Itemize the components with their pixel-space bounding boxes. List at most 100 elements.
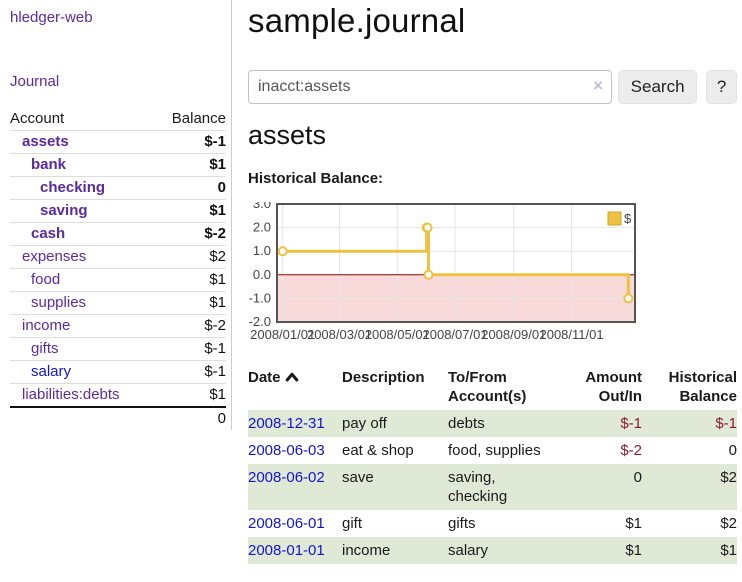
account-row: supplies $1 xyxy=(10,291,226,315)
transaction-date-link[interactable]: 2008-06-01 xyxy=(248,515,325,532)
column-header-amount: Amount Out/In xyxy=(585,369,642,405)
sidebar: hledger-web Journal Account Balance asse… xyxy=(0,0,232,430)
account-row: expenses $2 xyxy=(10,245,226,269)
sidebar-account-balance: $1 xyxy=(154,291,226,315)
y-tick-label: 2.0 xyxy=(253,220,271,235)
account-row: checking 0 xyxy=(10,176,226,200)
sidebar-account-balance: $1 xyxy=(154,383,226,408)
transaction-description: eat & shop xyxy=(342,442,414,459)
column-header-balance: Historical Balance xyxy=(668,369,737,405)
transaction-description: gift xyxy=(342,515,363,532)
transaction-amount: $-1 xyxy=(565,410,642,437)
legend-swatch xyxy=(607,211,622,226)
search-button[interactable]: Search xyxy=(618,70,698,104)
transaction-row: 2008-06-03 eat & shop food, supplies $-2 0 xyxy=(248,437,737,464)
register-header-row: Date Description To/From Account(s) Amou… xyxy=(248,364,737,410)
column-header-date[interactable]: Date xyxy=(248,364,342,410)
transaction-balance: $-1 xyxy=(642,410,737,437)
transaction-balance: $2 xyxy=(642,464,737,510)
sidebar-account-link[interactable]: supplies xyxy=(31,294,87,311)
transaction-row: 2008-01-01 income salary $1 $1 xyxy=(248,537,737,564)
nav-journal-link[interactable]: Journal xyxy=(10,73,60,90)
accounts-balance-table: Account Balance assets $-1 bank $1 checking 0… xyxy=(10,108,226,430)
search-input[interactable] xyxy=(248,70,612,104)
transaction-date-link[interactable]: 2008-06-03 xyxy=(248,442,325,459)
transaction-accounts: debts xyxy=(448,410,565,437)
transaction-amount: $-2 xyxy=(620,442,642,459)
transaction-date-link[interactable]: 2008-12-31 xyxy=(248,415,325,432)
sidebar-account-balance: $-2 xyxy=(154,314,226,338)
sidebar-account-balance: $2 xyxy=(154,245,226,269)
sidebar-account-link[interactable]: assets xyxy=(22,133,69,150)
account-row: assets $-1 xyxy=(10,130,226,154)
sidebar-account-link[interactable]: income xyxy=(22,317,71,334)
transaction-amount: $1 xyxy=(625,515,642,532)
transaction-balance: $1 xyxy=(642,537,737,564)
transaction-amount: $1 xyxy=(565,537,642,564)
transaction-description: save xyxy=(342,464,448,510)
sidebar-account-link[interactable]: liabilities:debts xyxy=(22,386,120,403)
sidebar-account-link[interactable]: bank xyxy=(31,156,67,173)
transaction-date-link[interactable]: 2008-06-02 xyxy=(248,469,325,486)
clear-search-icon[interactable]: × xyxy=(593,76,603,95)
accounts-header-account: Account xyxy=(10,108,155,131)
accounts-header-balance: Balance xyxy=(154,108,226,131)
transaction-row: 2008-06-02 save saving, checking 0 $2 xyxy=(248,464,737,510)
account-row: bank $1 xyxy=(10,153,226,177)
transaction-balance: $2 xyxy=(720,515,737,532)
y-tick-label: 1.0 xyxy=(253,243,271,258)
sidebar-account-link[interactable]: checking xyxy=(40,179,106,196)
search-form: × Search ? xyxy=(248,70,737,104)
account-page-title: assets xyxy=(248,120,327,150)
y-tick-label: 3.0 xyxy=(253,202,271,211)
app-title-link[interactable]: hledger-web xyxy=(10,9,93,26)
sidebar-account-balance: $-1 xyxy=(154,360,226,384)
sidebar-account-balance: $1 xyxy=(154,268,226,292)
transaction-accounts: salary xyxy=(448,537,565,564)
page-title: sample.journal xyxy=(248,2,466,39)
sidebar-account-link[interactable]: saving xyxy=(40,202,88,219)
account-row: cash $-2 xyxy=(10,222,226,246)
sidebar-account-balance: 0 xyxy=(154,176,226,200)
y-tick-label: 0.0 xyxy=(253,267,271,282)
x-tick-label: 2008/03/01 xyxy=(307,327,372,342)
transaction-accounts: saving, checking xyxy=(448,464,565,510)
sidebar-account-link[interactable]: gifts xyxy=(31,340,59,357)
legend-label: $ xyxy=(624,211,632,226)
x-tick-label: 2008/05/01 xyxy=(365,327,430,342)
sidebar-account-link[interactable]: food xyxy=(31,271,61,288)
chart-container: $3.0 2.0 1.0 0.0 -1.0 -2.0 2008/01/01 2008/03/0… xyxy=(248,202,737,344)
transaction-amount: 0 xyxy=(565,464,642,510)
y-tick-label: -1.0 xyxy=(249,290,271,305)
column-header-description: Description xyxy=(342,369,425,386)
accounts-total-row: 0 xyxy=(10,406,226,430)
transaction-accounts: food, supplies xyxy=(448,442,541,459)
account-row: income $-2 xyxy=(10,314,226,338)
sidebar-account-link[interactable]: cash xyxy=(31,225,66,242)
transaction-accounts: gifts xyxy=(448,515,476,532)
column-header-accounts: To/From Account(s) xyxy=(448,369,527,405)
account-row: salary $-1 xyxy=(10,360,226,384)
help-button[interactable]: ? xyxy=(706,70,737,104)
sidebar-account-balance: $1 xyxy=(154,199,226,223)
transaction-date-link[interactable]: 2008-01-01 xyxy=(248,542,325,559)
x-tick-label: 2008/11/01 xyxy=(539,327,603,342)
y-tick-label: -2.0 xyxy=(249,314,271,329)
main-content: sample.journal × Search ? assets Histori… xyxy=(248,0,737,564)
sidebar-account-balance: $-1 xyxy=(154,337,226,361)
chart-label: Historical Balance: xyxy=(248,170,384,187)
sidebar-account-link[interactable]: expenses xyxy=(22,248,87,265)
register-table: Date Description To/From Account(s) Amou… xyxy=(248,364,737,564)
sidebar-account-balance: $-1 xyxy=(154,130,226,154)
sort-ascending-icon xyxy=(285,372,298,382)
transaction-description: income xyxy=(342,537,448,564)
account-row: food $1 xyxy=(10,268,226,292)
x-tick-label: 2008/01/01 xyxy=(250,327,315,342)
sidebar-account-link[interactable]: salary xyxy=(31,363,72,380)
x-tick-label: 2008/09/01 xyxy=(481,327,546,342)
historical-balance-chart: $3.0 2.0 1.0 0.0 -1.0 -2.02008/01/012008/03/0… xyxy=(249,202,636,342)
account-row: gifts $-1 xyxy=(10,337,226,361)
accounts-table-body: assets $-1 bank $1 checking 0 saving $1 cash $-2 e… xyxy=(10,130,226,408)
transaction-row: 2008-12-31 pay off debts $-1 $-1 xyxy=(248,410,737,437)
accounts-total-value: 0 xyxy=(154,406,226,430)
